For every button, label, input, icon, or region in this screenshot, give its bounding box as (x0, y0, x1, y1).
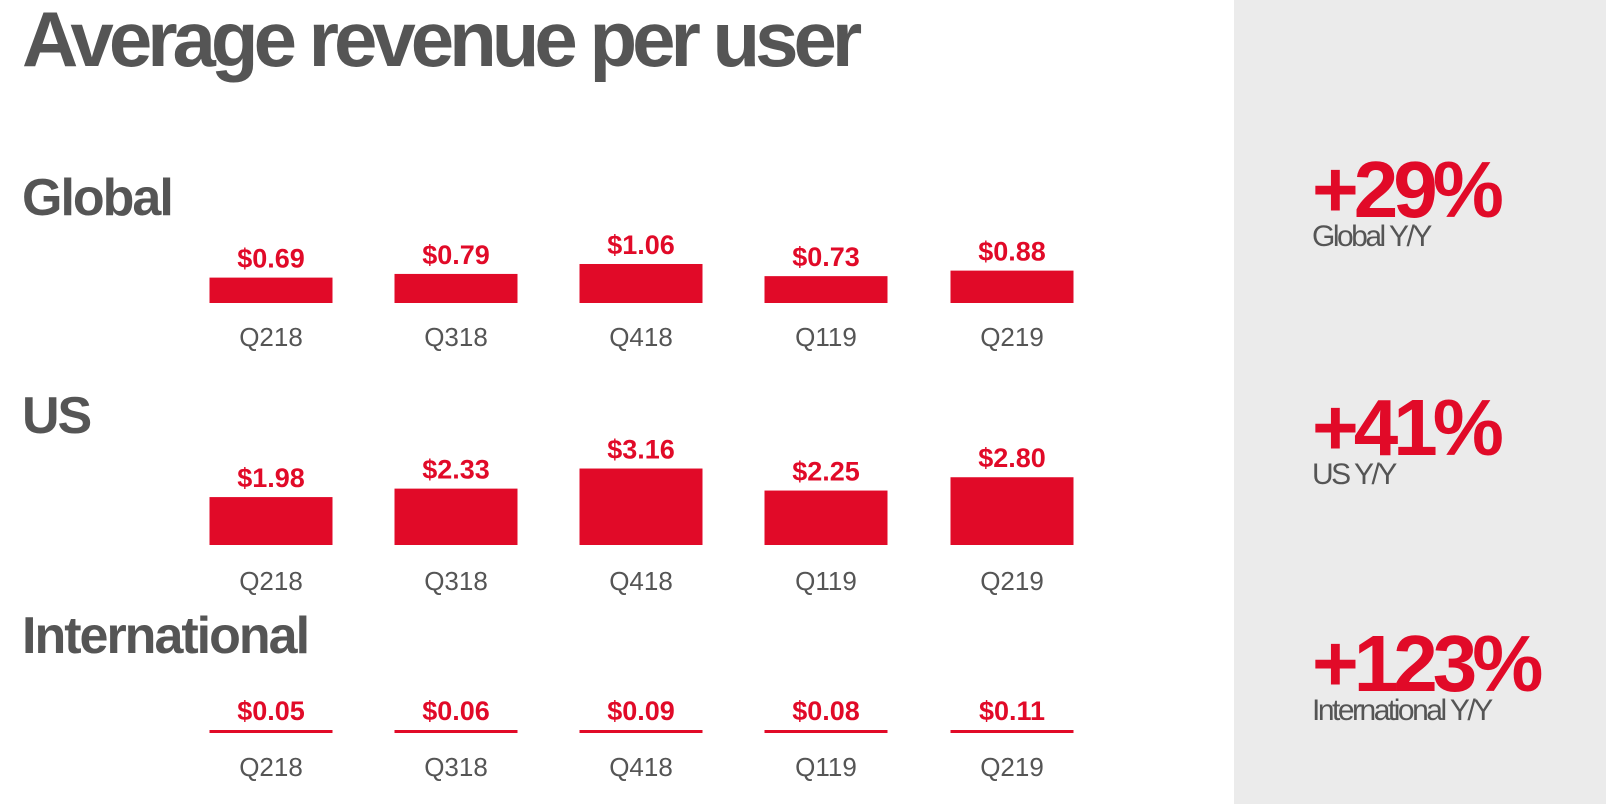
data-label-international-q418: $0.09 (607, 696, 675, 726)
bar-global-q219 (950, 270, 1074, 303)
data-label-global-q119: $0.73 (792, 242, 860, 272)
bar-global-q119 (764, 276, 888, 303)
tick-label-international-q418: Q418 (609, 752, 673, 782)
data-label-international-q318: $0.06 (422, 696, 490, 726)
stat-international: +123% International Y/Y (1312, 619, 1543, 727)
bar-global-q418 (579, 263, 703, 303)
tick-label-us-q219: Q219 (980, 566, 1044, 596)
stat-international-value: +123% (1312, 619, 1543, 708)
data-label-global-q418: $1.06 (607, 230, 675, 260)
stat-us-value: +41% (1312, 383, 1504, 472)
tick-label-global-q219: Q219 (980, 322, 1044, 352)
tick-label-global-q119: Q119 (795, 322, 857, 352)
bar-international-q318 (394, 730, 518, 733)
tick-label-international-q119: Q119 (795, 752, 857, 782)
side-panel (1234, 0, 1606, 804)
bar-international-q219 (950, 730, 1074, 733)
bar-us-q119 (764, 490, 888, 545)
tick-label-international-q318: Q318 (424, 752, 488, 782)
bar-us-q218 (209, 497, 333, 545)
bar-charts: $0.69 Q218 $0.79 Q318 $1.06 Q418 $0.73 Q119 $0.8… (209, 230, 1074, 782)
bar-global-q318 (394, 273, 518, 303)
bar-us-q219 (950, 477, 1074, 545)
bar-us-q318 (394, 488, 518, 545)
data-label-international-q119: $0.08 (792, 696, 860, 726)
data-label-international-q219: $0.11 (979, 696, 1045, 726)
page-title: Average revenue per user (22, 0, 862, 83)
section-title-international: International (22, 607, 310, 665)
data-label-us-q119: $2.25 (792, 457, 860, 487)
stat-global: +29% Global Y/Y (1312, 145, 1504, 253)
data-label-us-q218: $1.98 (237, 463, 305, 493)
tick-label-global-q318: Q318 (424, 322, 488, 352)
chart-us: $1.98 Q218 $2.33 Q318 $3.16 Q418 $2.25 Q119 $2.8… (209, 435, 1074, 596)
tick-label-global-q418: Q418 (609, 322, 673, 352)
bar-us-q418 (579, 468, 703, 545)
stat-international-label: International Y/Y (1312, 694, 1493, 727)
tick-label-global-q218: Q218 (239, 322, 303, 352)
bar-international-q218 (209, 730, 333, 733)
data-label-global-q218: $0.69 (237, 244, 305, 274)
tick-label-us-q318: Q318 (424, 566, 488, 596)
section-title-global: Global (22, 169, 174, 227)
tick-label-us-q418: Q418 (609, 566, 673, 596)
tick-label-international-q219: Q219 (980, 752, 1044, 782)
bar-global-q218 (209, 277, 333, 303)
chart-global: $0.69 Q218 $0.79 Q318 $1.06 Q418 $0.73 Q119 $0.8… (209, 230, 1074, 352)
data-label-us-q418: $3.16 (607, 435, 675, 465)
tick-label-us-q218: Q218 (239, 566, 303, 596)
chart-international: $0.05 Q218 $0.06 Q318 $0.09 Q418 $0.08 Q119 $0.1… (209, 696, 1074, 782)
tick-label-international-q218: Q218 (239, 752, 303, 782)
data-label-us-q318: $2.33 (422, 455, 490, 485)
data-label-us-q219: $2.80 (978, 443, 1046, 473)
stat-global-value: +29% (1312, 145, 1504, 234)
stat-us-label: US Y/Y (1312, 458, 1397, 491)
bar-international-q418 (579, 730, 703, 733)
data-label-global-q318: $0.79 (422, 240, 490, 270)
bar-international-q119 (764, 730, 888, 733)
tick-label-us-q119: Q119 (795, 566, 857, 596)
data-label-international-q218: $0.05 (237, 696, 305, 726)
stat-us: +41% US Y/Y (1312, 383, 1504, 491)
data-label-global-q219: $0.88 (978, 237, 1046, 267)
section-title-us: US (22, 387, 92, 445)
stat-global-label: Global Y/Y (1312, 220, 1432, 253)
